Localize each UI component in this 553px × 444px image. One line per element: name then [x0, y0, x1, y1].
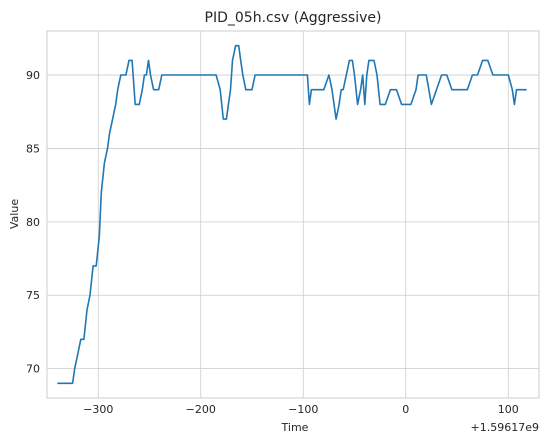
grid	[47, 31, 539, 398]
x-tick-label: −300	[83, 403, 113, 416]
y-tick-label: 80	[26, 216, 40, 229]
tick-labels: −300 −200 −100 0 100 70 75 80 85 90	[26, 69, 519, 416]
chart-title: PID_05h.csv (Aggressive)	[205, 10, 382, 26]
x-tick-label: −200	[186, 403, 216, 416]
x-tick-label: 0	[402, 403, 409, 416]
y-tick-label: 75	[26, 289, 40, 302]
x-axis-label: Time	[281, 421, 309, 434]
x-tick-label: 100	[498, 403, 519, 416]
x-tick-label: −100	[288, 403, 318, 416]
y-axis-label: Value	[8, 199, 21, 229]
series-layer	[57, 44, 527, 385]
y-tick-label: 85	[26, 142, 40, 155]
series-line-0	[57, 44, 527, 385]
x-offset-label: +1.59617e9	[471, 421, 539, 434]
plot-area	[46, 30, 540, 399]
y-tick-label: 70	[26, 363, 40, 376]
y-tick-label: 90	[26, 69, 40, 82]
